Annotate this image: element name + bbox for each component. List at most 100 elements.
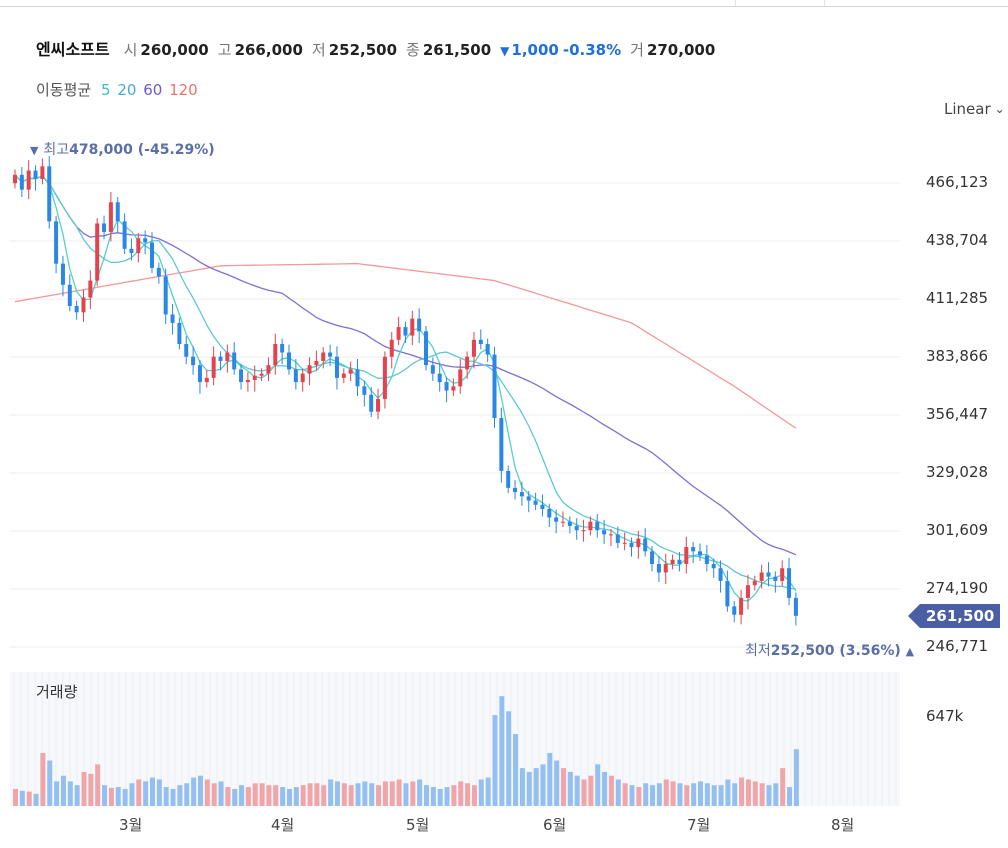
- volume-bar: [451, 785, 457, 806]
- candle-body: [485, 344, 490, 355]
- volume-bar: [184, 783, 190, 806]
- volume-bar: [321, 785, 327, 806]
- candle-body: [732, 606, 737, 615]
- volume-bar: [656, 783, 662, 806]
- volume-bar: [81, 771, 87, 806]
- volume-bar: [191, 777, 197, 806]
- candle-body: [266, 365, 271, 374]
- volume-bar: [465, 783, 471, 806]
- candle-body: [60, 263, 65, 285]
- candle-body: [554, 517, 559, 522]
- volume-bar: [602, 771, 608, 806]
- candle-body: [430, 365, 435, 374]
- volume-bar: [369, 783, 375, 806]
- max-price-annotation: ▼ 최고478,000 (-45.29%): [30, 139, 215, 159]
- volume-bar: [526, 771, 532, 806]
- candle-body: [684, 547, 689, 565]
- candle-body: [739, 597, 744, 615]
- volume-bar: [622, 783, 628, 806]
- candle-body: [650, 551, 655, 565]
- volume-bar: [554, 760, 560, 806]
- volume-bar: [752, 781, 758, 806]
- volume-bar: [739, 777, 745, 806]
- volume-bar: [389, 781, 395, 806]
- candle-body: [471, 339, 476, 357]
- volume-bar: [718, 785, 724, 806]
- candle-body: [643, 538, 648, 552]
- volume-bar: [376, 785, 382, 806]
- candle-body: [629, 542, 634, 548]
- volume-bar: [547, 752, 553, 806]
- volume-bar: [492, 715, 498, 806]
- volume-bar: [663, 779, 669, 806]
- candle-body: [704, 555, 709, 565]
- volume-bar: [362, 781, 368, 806]
- candle-body: [691, 547, 696, 552]
- volume-bar: [417, 779, 423, 806]
- ma-60-legend[interactable]: 60: [143, 81, 163, 99]
- candle-body: [540, 504, 545, 510]
- candle-body: [95, 223, 100, 281]
- candle-body: [26, 170, 31, 190]
- candle-body: [191, 356, 196, 366]
- volume-bar: [759, 783, 765, 806]
- volume-bar: [95, 764, 101, 806]
- scale-mode-dropdown[interactable]: Linear ⌄: [944, 100, 1005, 118]
- volume-bar: [40, 752, 46, 806]
- change-value: 1,000: [511, 41, 559, 59]
- ma-120-legend[interactable]: 120: [169, 81, 198, 99]
- volume-bar: [437, 788, 443, 806]
- ma-20-legend[interactable]: 20: [117, 81, 137, 99]
- volume-bar: [410, 781, 416, 806]
- volume-bar: [540, 764, 546, 806]
- volume-bar: [67, 781, 73, 806]
- volume-bar: [595, 764, 601, 806]
- volume-bar: [108, 787, 114, 806]
- candle-body: [362, 386, 367, 395]
- volume-bar: [787, 787, 793, 806]
- volume-bar: [581, 779, 587, 806]
- volume-bar: [793, 749, 799, 806]
- volume-bar: [122, 788, 128, 806]
- candle-body: [437, 373, 442, 383]
- candle-body: [293, 369, 298, 383]
- candle-body: [67, 284, 72, 306]
- candle-body: [670, 559, 675, 565]
- volume-bar: [355, 783, 361, 806]
- volume-bar: [115, 787, 121, 806]
- candle-body: [54, 221, 59, 264]
- volume-bar: [533, 768, 539, 806]
- candle-body: [458, 369, 463, 387]
- volume-bar: [307, 783, 313, 806]
- candle-body: [150, 242, 154, 268]
- candle-body: [81, 297, 86, 313]
- max-marker-icon: ▼: [30, 144, 39, 157]
- volume-bar: [204, 779, 210, 806]
- max-label: 최고: [43, 142, 70, 158]
- ma-5-legend[interactable]: 5: [100, 81, 111, 99]
- volume-bar: [341, 783, 347, 806]
- candle-body: [410, 318, 415, 336]
- x-axis-tick: 6월: [543, 816, 567, 834]
- volume-bar: [13, 788, 18, 806]
- volume-bar: [588, 775, 594, 806]
- candle-body: [602, 530, 607, 535]
- candle-body: [444, 382, 449, 391]
- candle-body: [711, 564, 716, 569]
- volume-bar: [732, 783, 738, 806]
- volume-bar: [430, 787, 436, 806]
- volume-bar: [629, 785, 635, 806]
- y-axis-tick: 274,190: [926, 579, 989, 597]
- candle-body: [369, 394, 374, 412]
- volume-bar: [293, 787, 299, 806]
- volume-bar: [424, 785, 429, 806]
- volume-bar: [561, 768, 566, 806]
- x-axis-tick: 5월: [406, 816, 430, 834]
- volume-bar: [74, 785, 80, 806]
- candle-body: [177, 322, 182, 345]
- volume-bar: [636, 787, 642, 806]
- candle-body: [698, 551, 702, 556]
- open-value: 260,000: [140, 41, 209, 59]
- candle-body: [129, 248, 134, 254]
